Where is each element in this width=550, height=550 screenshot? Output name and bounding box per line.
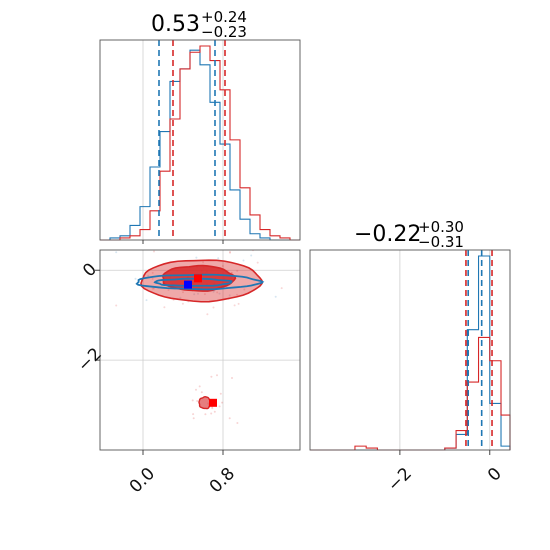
x1-tick-label-0: 0.0 [126,464,159,497]
scatter-point [236,269,239,272]
scatter-point [147,274,150,277]
x2-tick-label-0: −2 [384,464,416,496]
scatter-point [250,254,253,257]
panel-marginal-1 [99,39,301,241]
scatter-point [115,304,118,307]
scatter-point [192,417,195,420]
scatter-point [179,296,182,299]
title-1-median: 0.53 [151,12,200,37]
scatter-point [196,400,199,402]
scatter-point [311,257,313,259]
scatter-point [256,261,259,264]
title-2-upper: +0.30 [418,218,464,236]
red-point-marker [194,274,202,283]
scatter-point [191,399,194,402]
y-tick-label-1: 0 [79,259,101,281]
y-tick-label-0: −2 [74,344,106,376]
scatter-point [238,242,240,244]
scatter-point [233,304,236,307]
scatter-point [229,251,231,254]
scatter-point [176,225,178,227]
panel-joint [99,225,377,451]
panel-joint-frame [99,249,301,451]
scatter-point [280,287,283,290]
scatter-point [195,388,197,391]
scatter-point [151,287,154,290]
scatter-point [375,273,377,275]
scatter-point [274,295,277,298]
scatter-point [242,259,245,262]
scatter-point [210,412,213,415]
scatter-point [228,294,231,297]
scatter-point [218,405,221,408]
scatter-point [163,306,166,309]
scatter-point [206,313,209,316]
scatter-point [197,292,199,295]
red-contour-island [198,396,212,410]
panel-marginal-2 [309,249,511,451]
scatter-point [202,261,205,264]
p1-hist-blue [100,49,300,241]
panel-marginal-2-frame [309,249,511,451]
scatter-point [115,251,118,254]
scatter-point [212,290,215,293]
scatter-point [152,287,155,290]
scatter-point [243,288,246,291]
scatter-point [203,293,206,296]
blue-contour-inner [153,277,233,287]
scatter-point [151,277,154,280]
scatter-point [151,271,154,274]
scatter-point [200,391,203,394]
scatter-point [279,243,281,245]
scatter-point [167,289,170,291]
scatter-point [216,374,218,377]
scatter-point [229,250,231,253]
title-2-median: −0.22 [354,222,421,247]
scatter-point [219,392,222,395]
p1-hist-red [100,45,300,241]
title-param-1: 0.53 +0.24 −0.23 [151,8,247,41]
title-1-lower: −0.23 [201,23,247,41]
scatter-point [193,293,196,296]
blue-point-marker [184,280,192,289]
scatter-point [145,299,148,302]
scatter-point [228,417,231,420]
scatter-point [221,401,224,404]
panel-marginal-1-frame [99,39,301,241]
scatter-point [153,250,155,253]
scatter-point [212,306,215,309]
scatter-point [204,413,207,416]
scatter-point [210,375,213,378]
scatter-point [216,291,219,294]
p2-hist-blue [310,255,511,451]
scatter-point [211,407,214,410]
scatter-point [218,292,221,295]
red-secondary-marker [209,398,217,407]
x1-tick-label-1: 0.8 [206,464,239,497]
blue-contour-outer [135,273,265,291]
scatter-point [181,302,184,305]
scatter-point [107,231,109,233]
scatter-point [221,265,224,267]
scatter-point [236,422,239,424]
scatter-point [217,257,220,260]
scatter-point [302,278,304,280]
p2-hist-red [310,336,511,451]
scatter-point [237,302,240,305]
title-1-upper: +0.24 [201,8,247,26]
scatter-point [236,293,238,296]
title-param-2: −0.22 +0.30 −0.31 [354,218,464,251]
scatter-point [134,277,137,280]
scatter-point [195,256,198,259]
scatter-point [198,385,201,388]
scatter-point [213,410,216,413]
scatter-point [192,413,195,416]
scatter-point [231,377,233,379]
scatter-point [182,291,184,294]
x2-tick-label-1: 0 [484,464,506,486]
title-2-lower: −0.31 [418,233,464,251]
